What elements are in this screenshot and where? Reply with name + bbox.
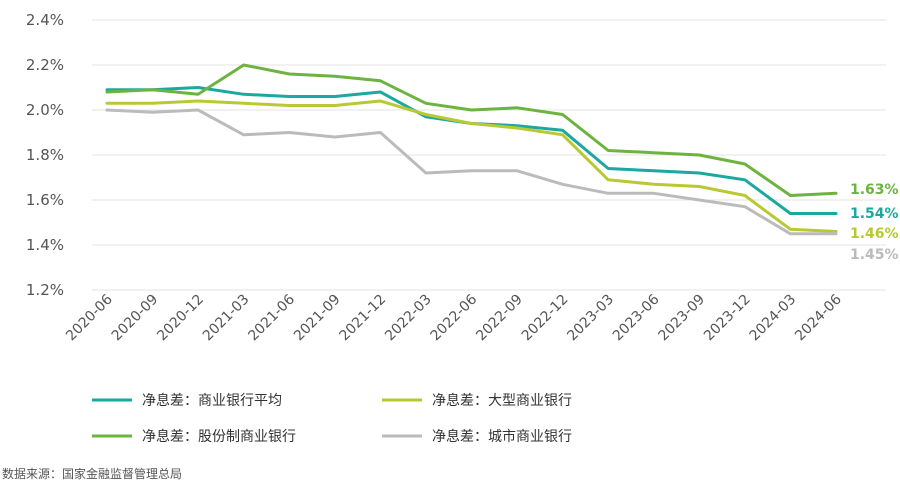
x-tick-label: 2020-12 — [154, 292, 207, 345]
x-tick-label: 2022-06 — [428, 291, 481, 344]
series-line — [105, 86, 838, 215]
x-tick-label: 2024-06 — [792, 291, 845, 344]
end-labels: 1.63% 1.54% 1.46% 1.45% — [850, 182, 899, 263]
gridlines — [92, 19, 886, 291]
series-line — [105, 99, 838, 233]
legend-item: 净息差：股份制商业银行 — [92, 428, 296, 445]
x-tick-label: 2022-12 — [519, 292, 572, 345]
series-lines — [105, 63, 838, 236]
legend-label: 净息差：商业银行平均 — [142, 392, 282, 409]
source-note: 数据来源：国家金融监督管理总局 — [2, 467, 183, 481]
y-tick-label: 2.0% — [26, 101, 64, 119]
x-tick-label: 2020-06 — [63, 291, 116, 344]
end-value-label: 1.54% — [850, 206, 899, 222]
legend-item: 净息差：城市商业银行 — [382, 428, 572, 445]
end-value-label: 1.46% — [850, 226, 899, 242]
y-tick-label: 2.4% — [26, 11, 64, 29]
x-tick-label: 2021-03 — [200, 292, 253, 345]
y-tick-label: 2.2% — [26, 56, 64, 74]
x-tick-label: 2021-09 — [291, 292, 344, 345]
x-tick-label: 2023-06 — [610, 291, 663, 344]
x-tick-label: 2023-03 — [564, 292, 617, 345]
x-tick-label: 2023-09 — [655, 292, 708, 345]
x-tick-label: 2020-09 — [109, 292, 162, 345]
x-tick-label: 2021-12 — [337, 292, 390, 345]
end-value-label: 1.45% — [850, 247, 899, 263]
y-tick-label: 1.4% — [26, 236, 64, 254]
x-tick-label: 2024-03 — [747, 292, 800, 345]
y-axis-ticks: 1.2% 1.4% 1.6% 1.8% 2.0% 2.2% 2.4% — [26, 11, 64, 299]
legend-item: 净息差：商业银行平均 — [92, 392, 282, 409]
y-tick-label: 1.2% — [26, 281, 64, 299]
x-tick-label: 2022-09 — [473, 292, 526, 345]
x-tick-label: 2022-03 — [382, 292, 435, 345]
y-tick-label: 1.8% — [26, 146, 64, 164]
legend-label: 净息差：股份制商业银行 — [142, 428, 296, 445]
x-tick-label: 2023-12 — [701, 292, 754, 345]
end-value-label: 1.63% — [850, 182, 899, 198]
legend-label: 净息差：城市商业银行 — [432, 428, 572, 445]
series-line — [105, 108, 838, 236]
legend-label: 净息差：大型商业银行 — [432, 392, 572, 409]
series-line — [105, 63, 838, 197]
x-axis-ticks: 2020-062020-092020-122021-032021-062021-… — [63, 291, 845, 344]
legend-item: 净息差：大型商业银行 — [382, 392, 572, 409]
x-tick-label: 2021-06 — [245, 291, 298, 344]
y-tick-label: 1.6% — [26, 191, 64, 209]
